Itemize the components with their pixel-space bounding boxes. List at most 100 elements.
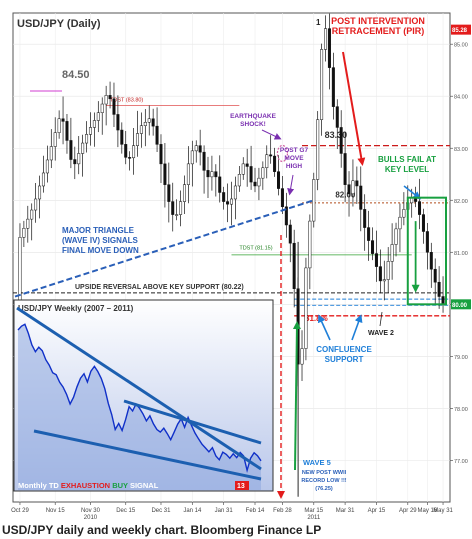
candle-body [229, 198, 234, 205]
y-axis: 85.00 84.00 83.00 82.00 81.00 80.00 79.00 78.00… [450, 24, 471, 465]
y-tick-label: 77.00 [454, 459, 468, 465]
y-tick-label: 81.00 [454, 251, 468, 257]
candle-body [316, 119, 320, 180]
confluence-arrow-right [351, 314, 363, 341]
candle-body [343, 153, 347, 185]
earthquake-arrow [261, 129, 282, 140]
candle-body [112, 98, 116, 115]
pir-label: POST INTERVENTION RETRACEMENT (PIR) [331, 16, 425, 36]
candle-body [155, 125, 159, 145]
candle-body [108, 95, 112, 100]
y-tick-label: 78.00 [454, 407, 468, 413]
price-flag-top [451, 24, 471, 35]
x-tick-label: Apr 15 [368, 508, 386, 514]
candle-body [41, 172, 45, 187]
candle-body [253, 181, 257, 187]
figure-caption: USD/JPY daily and weekly chart. Bloomber… [2, 523, 322, 537]
triangle-label: MAJOR TRIANGLE (WAVE IV) SIGNALS FINAL MOV… [62, 226, 139, 255]
candle-body [49, 146, 53, 161]
candle-body [374, 253, 378, 267]
candle-body [331, 67, 335, 107]
candle-body [398, 216, 402, 230]
x-tick-label: May 31 [433, 508, 453, 514]
candle-body [359, 185, 363, 210]
candle-body [390, 244, 394, 262]
x-tick-label: Nov 15 [46, 508, 66, 514]
candle-body [378, 266, 382, 282]
candle-body [38, 185, 42, 200]
candle-body [363, 209, 367, 228]
confluence-label: CONFLUENCE SUPPORT [316, 345, 372, 364]
x-tick-label: Jan 14 [183, 508, 202, 514]
candle-body [304, 267, 308, 349]
candle-body [418, 201, 422, 215]
y-tick-label: 83.00 [454, 147, 468, 153]
candle-body [175, 214, 179, 216]
candle-body [143, 121, 147, 126]
candlesticks [18, 13, 445, 497]
inset-title: USD/JPY Weekly (2007 – 2011) [18, 304, 134, 313]
td-signal-label: Monthly TD EXHAUSTION BUY SIGNAL [18, 481, 159, 490]
candle-body [312, 179, 316, 222]
candle-body [159, 144, 163, 165]
candle-body [347, 184, 351, 195]
candle-body [218, 176, 222, 193]
x-tick-label: Dec 31 [151, 508, 171, 514]
level-8200-label: 82.00 [335, 191, 356, 200]
y-tick-label: 79.00 [454, 355, 468, 361]
candle-body [280, 188, 284, 208]
candle-body [57, 118, 61, 133]
earthquake-circle [276, 144, 289, 163]
td-count-flag [235, 481, 249, 490]
candle-body [186, 163, 190, 185]
candle-body [128, 157, 132, 159]
candle-body [269, 154, 273, 157]
candle-body [351, 180, 355, 195]
triangle-line [14, 199, 315, 298]
candle-body [81, 142, 85, 154]
x-tick-label: Apr 29 [399, 508, 417, 514]
candle-body [386, 261, 390, 280]
tdst-low-label: TDST (81.15) [239, 246, 272, 252]
candle-body [120, 129, 124, 145]
candle-body [355, 180, 359, 187]
candle-body [261, 167, 265, 179]
candle-body [273, 155, 277, 172]
candle-body [171, 201, 175, 215]
wedge-upper-line [16, 306, 262, 471]
price-flag-top-label: 85.28 [452, 28, 468, 34]
bulls-fail-arrow [403, 185, 422, 200]
x-tick-label: May 16 [418, 508, 438, 514]
candle-body [198, 145, 202, 153]
candle-body [222, 192, 226, 202]
x-tick-label: Mar 31 [336, 508, 355, 514]
bulls-fail-box [406, 196, 447, 306]
candle-body [135, 133, 139, 146]
candle-body [437, 281, 441, 297]
candle-body [339, 127, 343, 154]
y-tick-label: 85.00 [454, 43, 468, 49]
inset-area [18, 324, 261, 490]
candle-body [163, 163, 167, 185]
candle-body [371, 240, 375, 254]
price-flag-last [451, 299, 471, 310]
wave-2-label: WAVE 2 [368, 330, 394, 337]
x-tick-label: Jan 31 [215, 508, 234, 514]
level-8330-label: 83.30 [325, 130, 348, 140]
x-tick-label: Feb 28 [273, 508, 292, 514]
candle-body [73, 159, 77, 165]
confluence-arrow-left [318, 314, 331, 341]
candle-body [147, 118, 151, 123]
candle-body [124, 144, 128, 158]
postg7-arrow [287, 174, 295, 196]
candle-body [241, 163, 245, 175]
candle-body [257, 177, 261, 187]
x-tick-label: Oct 29 [11, 508, 29, 514]
candle-body [65, 121, 69, 141]
candle-body [249, 166, 253, 183]
y-tick-label: 84.00 [454, 95, 468, 101]
candle-body [151, 118, 155, 127]
price-flag-last-label: 80.00 [452, 303, 468, 309]
candle-body [324, 28, 328, 50]
chart-title: USD/JPY (Daily) [17, 18, 101, 30]
